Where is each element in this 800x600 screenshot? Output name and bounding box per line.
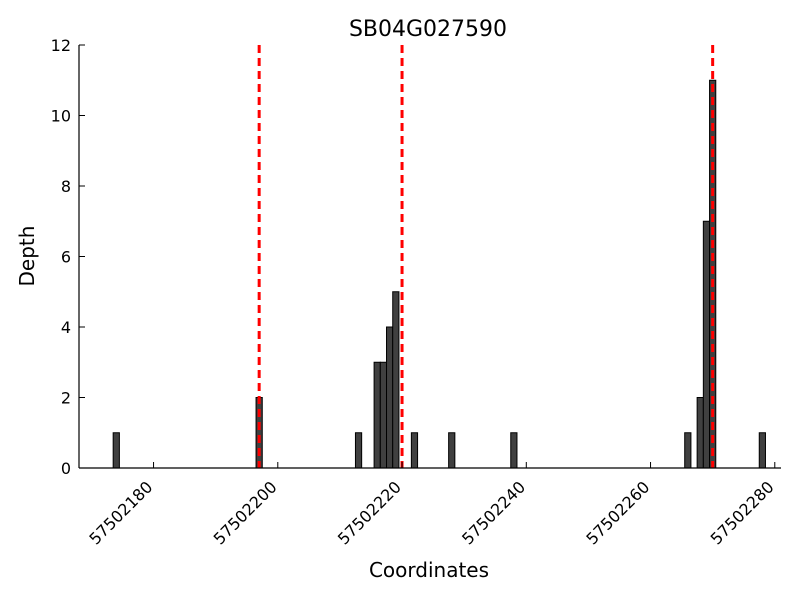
bar-57502197 xyxy=(255,397,263,469)
x-tick-label-57502220: 57502220 xyxy=(334,477,405,548)
bar-57502266 xyxy=(684,432,692,469)
bar-57502269 xyxy=(702,220,711,469)
bar-57502228 xyxy=(448,432,456,469)
y-tick-label-4: 4 xyxy=(61,318,71,337)
x-tick-label-57502200: 57502200 xyxy=(210,477,281,548)
y-axis-label: Depth xyxy=(15,226,39,287)
y-tick-label-12: 12 xyxy=(51,36,71,55)
x-tick-label-57502260: 57502260 xyxy=(582,477,653,548)
y-tick-label-2: 2 xyxy=(61,389,71,408)
bar-57502216 xyxy=(373,361,381,469)
x-tick-label-57502240: 57502240 xyxy=(458,477,529,548)
y-tick-label-6: 6 xyxy=(61,248,71,267)
x-tick-label-57502280: 57502280 xyxy=(707,477,778,548)
bar-57502278 xyxy=(758,432,766,469)
x-axis-label: Coordinates xyxy=(369,558,489,582)
plot-area: 0 2 4 6 8 10 12 57502180 57502200 57502220 5750224… xyxy=(51,36,781,548)
y-tick-label-0: 0 xyxy=(61,459,71,478)
bar-57502238 xyxy=(510,432,518,469)
bar-57502218 xyxy=(386,326,394,469)
bar-57502217 xyxy=(379,361,388,469)
bar-57502213 xyxy=(354,432,363,469)
y-tick-label-10: 10 xyxy=(51,107,71,126)
bar-57502268 xyxy=(696,397,704,469)
bar-57502219 xyxy=(392,291,400,469)
bar-57502222 xyxy=(410,432,419,469)
x-tick-label-57502180: 57502180 xyxy=(85,477,156,548)
chart-title: SB04G027590 xyxy=(349,17,507,42)
bar-57502174 xyxy=(112,432,120,469)
y-tick-label-8: 8 xyxy=(61,177,71,196)
